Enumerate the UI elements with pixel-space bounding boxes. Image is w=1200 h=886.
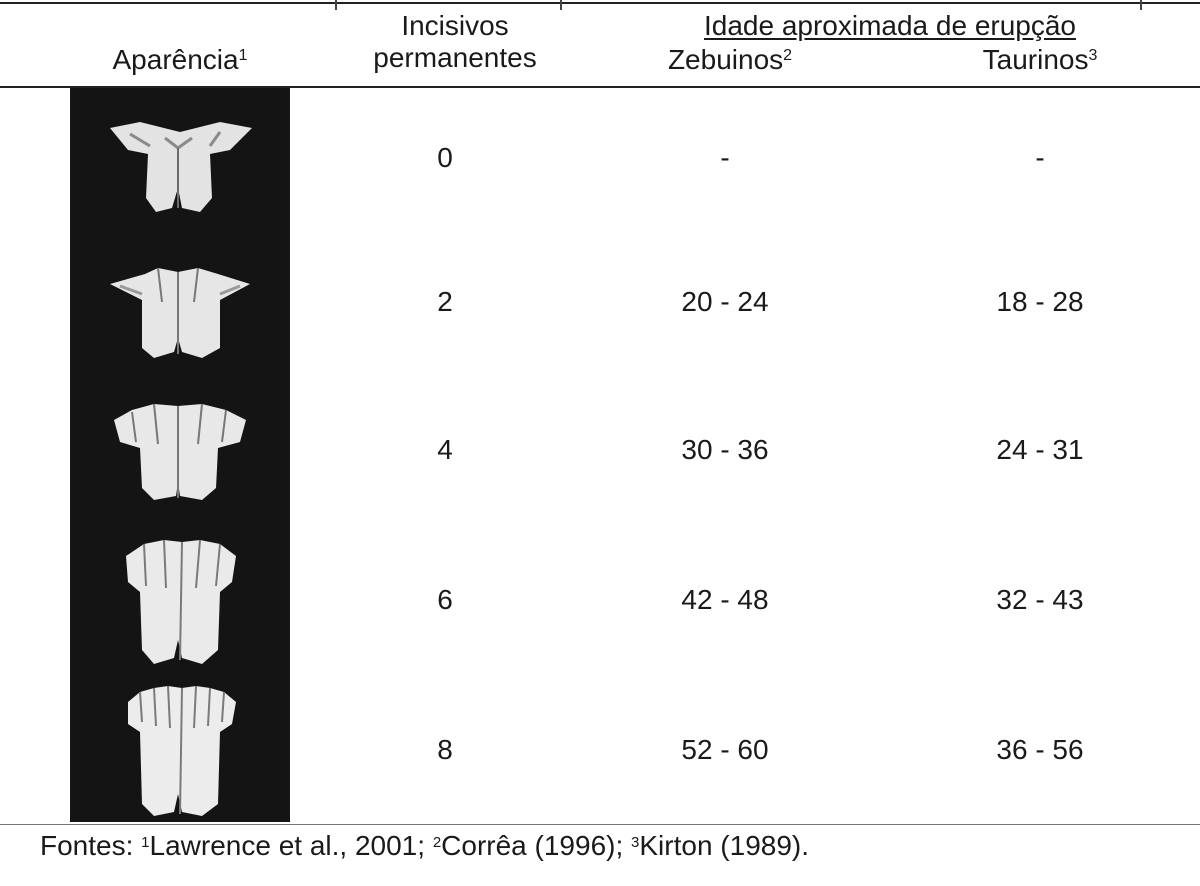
footnote-source-2: Corrêa (1996); bbox=[441, 830, 632, 861]
table-bottom-rule bbox=[0, 824, 1200, 825]
appearance-label: Aparência bbox=[112, 44, 239, 75]
zebu-footnote-mark: 2 bbox=[783, 47, 793, 64]
table-top-rule bbox=[0, 2, 1200, 4]
taurine-footnote-mark: 3 bbox=[1088, 47, 1098, 64]
column-header-taurine: Taurinos3 bbox=[950, 44, 1130, 76]
column-group-header-age: Idade aproximada de erupção bbox=[640, 10, 1140, 42]
row-0-zebu-age: - bbox=[720, 142, 730, 173]
taurine-label: Taurinos bbox=[982, 44, 1089, 75]
teeth-illustration bbox=[110, 122, 252, 212]
row-2-taurine-age: 24 - 31 bbox=[996, 434, 1084, 465]
row-0-taurine-age: - bbox=[1035, 142, 1045, 173]
teeth-illustration bbox=[126, 539, 236, 664]
teeth-photo-0-incisors bbox=[70, 88, 290, 228]
teeth-photo-8-incisors bbox=[70, 672, 290, 822]
row-2-zebu-age: 30 - 36 bbox=[681, 434, 769, 465]
row-4-zebu-age: 52 - 60 bbox=[681, 734, 769, 765]
row-1-taurine-age: 18 - 28 bbox=[996, 286, 1084, 317]
footnote-source-1: Lawrence et al., 2001; bbox=[149, 830, 433, 861]
header-rule bbox=[0, 86, 1200, 88]
row-3-taurine-age: 32 - 43 bbox=[996, 584, 1084, 615]
incisors-label-line2: permanentes bbox=[373, 42, 537, 73]
row-4-incisors: 8 bbox=[437, 734, 453, 765]
incisors-label-line1: Incisivos bbox=[401, 10, 509, 41]
appearance-footnote-mark: 1 bbox=[238, 47, 248, 64]
footnote-mark-2: 2 bbox=[432, 834, 442, 851]
teeth-illustration bbox=[128, 685, 236, 816]
row-0-incisors: 0 bbox=[437, 142, 453, 173]
teeth-photo-4-incisors bbox=[70, 376, 290, 522]
footnote-source-3: Kirton (1989). bbox=[639, 830, 810, 861]
footnote-mark-1: 1 bbox=[141, 834, 150, 851]
row-4-taurine-age: 36 - 56 bbox=[996, 734, 1084, 765]
teeth-photo-6-incisors bbox=[70, 522, 290, 672]
footnote-mark-3: 3 bbox=[631, 834, 640, 851]
column-header-appearance: Aparência1 bbox=[70, 44, 290, 76]
column-header-zebu: Zebuinos2 bbox=[640, 44, 820, 76]
column-header-incisors: Incisivos permanentes bbox=[350, 10, 560, 74]
row-2-incisors: 4 bbox=[437, 434, 453, 465]
row-3-zebu-age: 42 - 48 bbox=[681, 584, 769, 615]
row-1-incisors: 2 bbox=[437, 286, 453, 317]
row-1-zebu-age: 20 - 24 bbox=[681, 286, 769, 317]
zebu-label: Zebuinos bbox=[667, 44, 784, 75]
teeth-illustration bbox=[110, 267, 250, 358]
table-top-edge bbox=[0, 0, 1200, 12]
age-group-label: Idade aproximada de erupção bbox=[703, 10, 1077, 41]
teeth-illustration bbox=[114, 403, 246, 500]
footnote-prefix: Fontes: bbox=[40, 830, 142, 861]
row-3-incisors: 6 bbox=[437, 584, 453, 615]
sources-footnote: Fontes: 1Lawrence et al., 2001; 2Corrêa … bbox=[40, 830, 809, 862]
teeth-photo-2-incisors bbox=[70, 228, 290, 376]
